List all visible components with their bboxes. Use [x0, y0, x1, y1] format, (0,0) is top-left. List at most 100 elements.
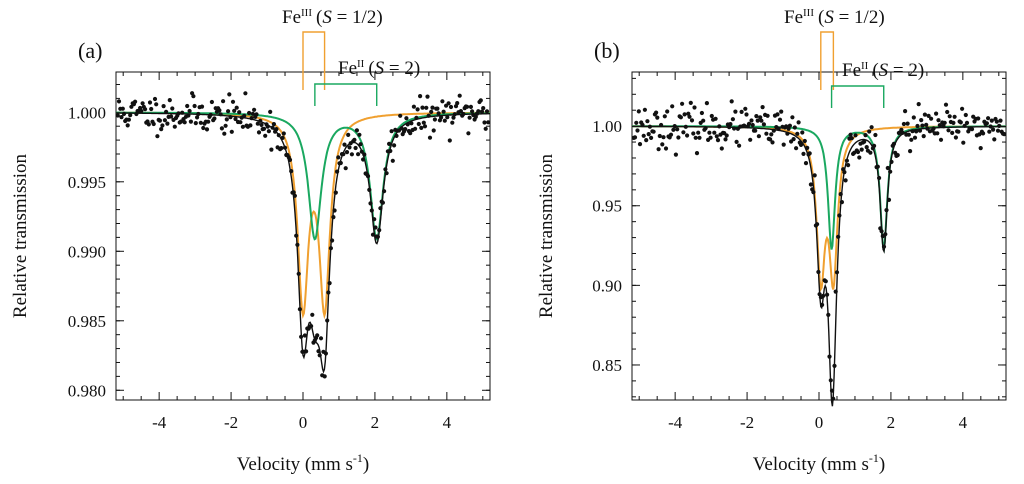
panel-label: (b) — [594, 38, 620, 63]
data-point — [234, 105, 239, 110]
data-point — [946, 128, 951, 133]
data-point — [447, 138, 452, 143]
data-point — [486, 120, 491, 125]
data-point — [693, 135, 698, 140]
data-point — [357, 132, 362, 137]
x-tick-label: -4 — [668, 413, 683, 432]
data-point — [769, 132, 774, 137]
x-tick-label: -2 — [740, 413, 754, 432]
data-point — [440, 99, 445, 104]
data-point — [227, 92, 232, 97]
data-point — [749, 118, 754, 123]
data-point — [373, 225, 378, 230]
data-point — [660, 142, 665, 147]
data-point — [424, 105, 429, 110]
data-point — [748, 137, 753, 142]
data-point — [466, 131, 471, 136]
data-point — [259, 122, 264, 127]
data-point — [739, 109, 744, 114]
data-point — [237, 110, 242, 115]
data-point — [431, 128, 436, 133]
data-point — [744, 112, 749, 117]
data-point — [655, 115, 660, 120]
data-point — [958, 120, 963, 125]
data-point — [689, 118, 695, 123]
data-point — [651, 129, 656, 134]
data-point — [226, 109, 231, 114]
data-point — [991, 127, 996, 132]
data-point — [279, 146, 284, 151]
data-point — [478, 98, 483, 103]
data-point — [302, 333, 307, 338]
y-tick-label: 0.985 — [68, 312, 106, 331]
data-point — [863, 133, 868, 138]
data-point — [864, 145, 869, 150]
data-point — [347, 145, 352, 150]
data-point — [951, 120, 956, 125]
data-point — [911, 115, 916, 120]
data-point — [403, 127, 408, 132]
data-point — [694, 151, 700, 156]
data-point — [192, 103, 197, 109]
y-tick-label: 0.990 — [68, 242, 106, 261]
data-point — [445, 115, 450, 120]
data-point — [681, 130, 686, 135]
doublet-markers — [302, 31, 378, 106]
data-point — [642, 107, 648, 112]
data-point — [645, 119, 650, 124]
data-point — [696, 130, 701, 135]
data-point — [229, 129, 234, 134]
panel-b: (b) Relative transmission Velocity (mm s… — [536, 7, 1007, 475]
data-point — [247, 110, 252, 116]
data-point — [644, 138, 649, 143]
data-point — [926, 113, 931, 118]
data-point — [425, 94, 430, 99]
data-point — [673, 152, 679, 157]
y-tick-label: 0.85 — [592, 356, 622, 375]
data-point — [238, 120, 243, 125]
data-point — [708, 135, 713, 140]
data-point — [470, 109, 475, 114]
data-point — [729, 99, 734, 104]
data-point — [906, 132, 911, 137]
data-point — [219, 126, 224, 131]
data-point — [243, 91, 248, 96]
data-point — [152, 96, 158, 102]
data-point — [912, 135, 918, 140]
data-point — [450, 120, 455, 125]
data-point — [692, 105, 697, 110]
data-point — [439, 115, 444, 120]
data-point — [857, 155, 862, 160]
data-point — [753, 128, 758, 133]
data-point — [465, 104, 470, 109]
data-point — [473, 114, 478, 119]
data-point — [430, 105, 435, 110]
data-point — [915, 123, 920, 129]
data-point — [853, 133, 858, 138]
data-point — [714, 134, 719, 139]
data-point — [481, 106, 486, 111]
data-point — [765, 113, 770, 118]
fe3-label: FeIII (S = 1/2) — [282, 7, 383, 28]
data-point — [867, 129, 872, 134]
data-point — [916, 102, 921, 107]
data-point — [458, 109, 463, 114]
data-point — [223, 123, 228, 128]
data-point — [165, 121, 170, 126]
data-point — [977, 132, 982, 137]
data-point — [978, 146, 983, 151]
data-point — [976, 116, 981, 121]
fe2-doublet-marker — [314, 83, 378, 106]
data-point — [901, 121, 907, 127]
data-points — [631, 99, 1007, 401]
data-point — [987, 129, 992, 134]
x-tick-label: 2 — [887, 413, 896, 432]
data-point — [637, 142, 643, 147]
data-point — [116, 99, 122, 104]
data-point — [261, 126, 267, 131]
data-point — [956, 129, 961, 134]
data-point — [662, 114, 667, 119]
data-point — [723, 137, 728, 142]
plot-area — [631, 99, 1007, 407]
data-point — [715, 138, 721, 143]
